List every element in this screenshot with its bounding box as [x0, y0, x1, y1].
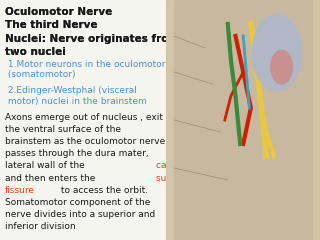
- Text: Oculomotor Nerve: Oculomotor Nerve: [5, 7, 112, 17]
- Circle shape: [271, 50, 292, 84]
- Text: lateral wall of the: lateral wall of the: [5, 161, 88, 170]
- Text: two nuclei: two nuclei: [5, 47, 66, 57]
- Text: to access the orbit.: to access the orbit.: [58, 186, 148, 195]
- Text: passes through the dura mater,: passes through the dura mater,: [5, 149, 148, 158]
- Text: Axons emerge out of nucleus , exit: Axons emerge out of nucleus , exit: [5, 113, 163, 122]
- Text: 1.Motor neurons in the oculomotor
 (somatomotor): 1.Motor neurons in the oculomotor (somat…: [5, 60, 165, 79]
- Text: the ventral surface of the: the ventral surface of the: [5, 125, 121, 134]
- Text: fissure: fissure: [5, 186, 35, 195]
- Text: nerve divides into a superior and: nerve divides into a superior and: [5, 210, 155, 219]
- Text: The third Nerve: The third Nerve: [5, 20, 98, 30]
- Text: inferior division: inferior division: [5, 222, 76, 231]
- Text: Nuclei: Nerve originates from: Nuclei: Nerve originates from: [5, 34, 180, 44]
- Text: 2.Edinger-Westphal (visceral
 motor) nuclei in the brainstem: 2.Edinger-Westphal (visceral motor) nucl…: [5, 86, 147, 106]
- Polygon shape: [174, 0, 312, 240]
- Text: Oculomotor Nerve: Oculomotor Nerve: [5, 7, 112, 17]
- Text: superior orbital: superior orbital: [156, 174, 226, 183]
- Text: The third Nerve: The third Nerve: [5, 20, 98, 30]
- Text: two nuclei: two nuclei: [5, 47, 66, 57]
- Text: Somatomotor component of the: Somatomotor component of the: [5, 198, 150, 207]
- Text: cavernous sinus: cavernous sinus: [156, 161, 229, 170]
- Text: and then enters the: and then enters the: [5, 174, 98, 183]
- Text: Nuclei: Nerve originates from: Nuclei: Nerve originates from: [5, 34, 180, 44]
- Circle shape: [252, 14, 301, 91]
- Text: brainstem as the oculomotor nerve: brainstem as the oculomotor nerve: [5, 137, 165, 146]
